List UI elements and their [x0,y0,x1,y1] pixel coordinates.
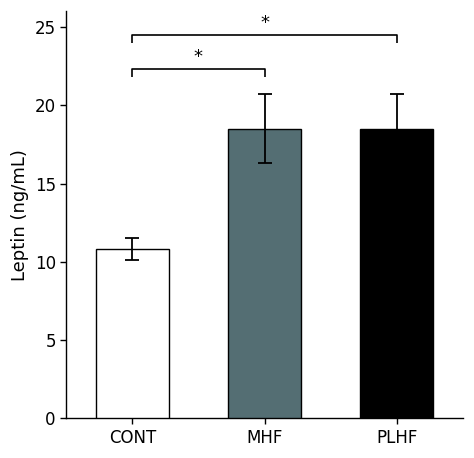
Y-axis label: Leptin (ng/mL): Leptin (ng/mL) [11,149,29,281]
Bar [96,250,169,419]
Bar [228,129,301,419]
Bar [360,129,433,419]
Text: *: * [260,14,269,32]
Text: *: * [194,48,203,66]
